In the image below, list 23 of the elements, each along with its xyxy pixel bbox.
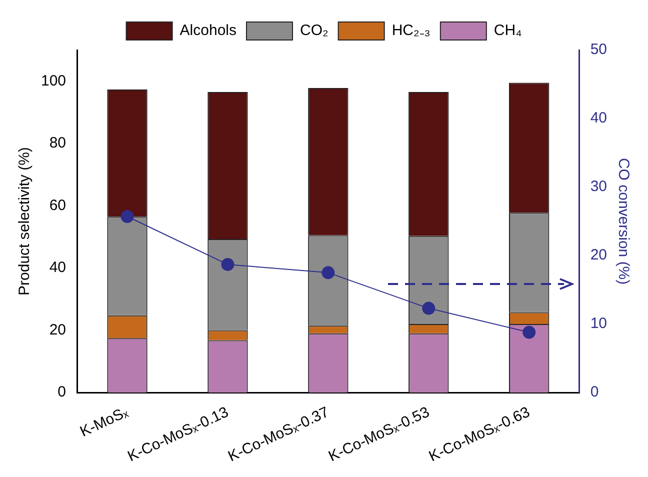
point [322, 266, 335, 280]
y2-tick-label: 30 [590, 178, 608, 196]
y-tick-label: 40 [49, 259, 66, 276]
legend-label: HC₂₋₃ [392, 22, 430, 40]
legend-label: Alcohols [180, 22, 236, 40]
y2-tick-label: 0 [590, 384, 599, 401]
y-tick-label: 0 [58, 384, 66, 401]
legend-label: CH₄ [494, 22, 522, 40]
y2-tick-label: 50 [590, 41, 608, 58]
point [120, 210, 134, 223]
point [422, 302, 436, 315]
point [522, 326, 536, 339]
y-tick-label: 100 [40, 72, 66, 90]
y2-axis-title: CO conversion (%) [614, 158, 632, 285]
point [221, 258, 234, 271]
legend-label: CO₂ [300, 22, 328, 40]
y-axis-title: Product selectivity (%) [16, 147, 34, 296]
y-tick-label: 60 [49, 196, 66, 214]
y2-tick-label: 40 [590, 110, 608, 127]
y2-tick-label: 20 [590, 246, 608, 264]
y-tick-label: 20 [49, 321, 66, 338]
y2-tick-label: 10 [590, 315, 608, 332]
y-tick-label: 80 [49, 134, 66, 152]
